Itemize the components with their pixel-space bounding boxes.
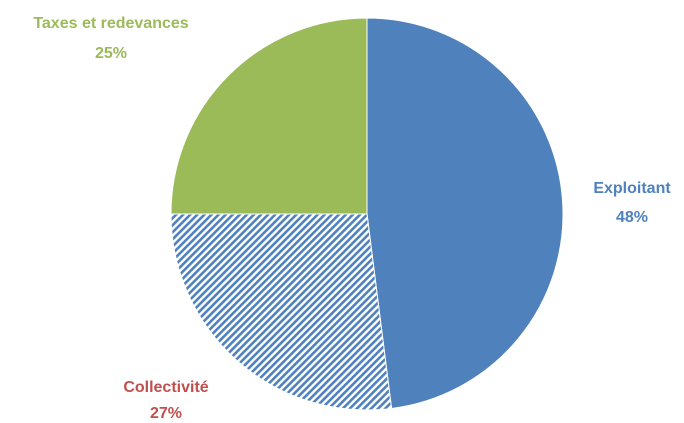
slice-exploitant bbox=[366, 17, 564, 410]
label-exploitant-value: 48% bbox=[616, 209, 648, 226]
label-taxes-name: Taxes et redevances bbox=[33, 15, 188, 32]
pie-slices bbox=[170, 17, 564, 411]
label-collectivite-value: 27% bbox=[150, 405, 182, 422]
slice-collectivite bbox=[170, 213, 393, 411]
label-collectivite: Collectivité 27% bbox=[123, 379, 208, 422]
slice-taxes bbox=[170, 17, 368, 215]
label-taxes: Taxes et redevances 25% bbox=[33, 15, 188, 62]
label-taxes-value: 25% bbox=[95, 45, 127, 62]
label-exploitant: Exploitant 48% bbox=[593, 180, 671, 226]
label-exploitant-name: Exploitant bbox=[593, 180, 671, 197]
label-collectivite-name: Collectivité bbox=[123, 379, 208, 396]
